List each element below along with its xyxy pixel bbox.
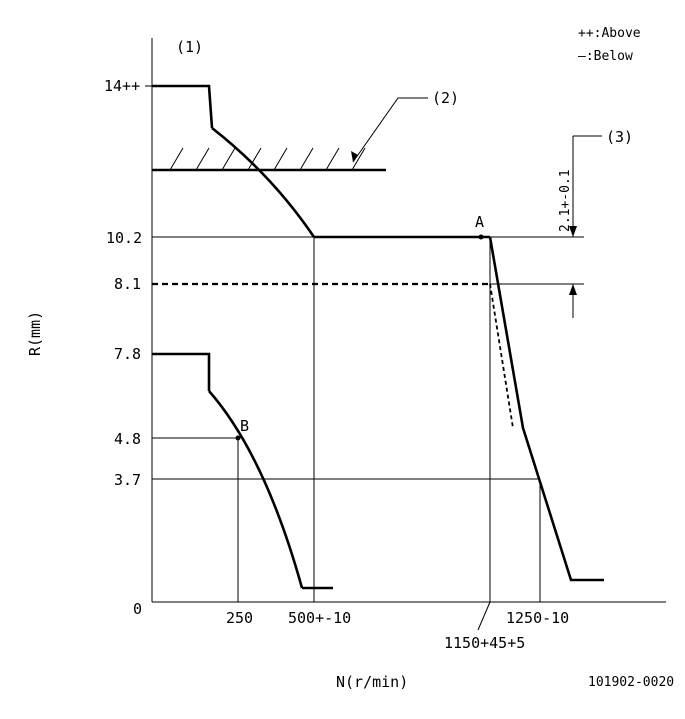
legend-above: ++:Above bbox=[578, 26, 641, 41]
stopper-hatching bbox=[169, 147, 366, 171]
callout-2-leader bbox=[352, 97, 428, 163]
dimension-value: 2.1+-0.1 bbox=[558, 169, 573, 232]
dimension-arrow-up bbox=[569, 284, 577, 295]
x-tick-1150-leader bbox=[477, 601, 491, 631]
y-tick-3-7: 3.7 bbox=[114, 471, 141, 489]
idle-curve-droop bbox=[208, 390, 304, 589]
callout-3: (3) bbox=[606, 128, 633, 146]
figure-id: 101902-0020 bbox=[588, 675, 674, 690]
x-axis-label: N(r/min) bbox=[336, 673, 408, 691]
callout-2-arrowhead bbox=[351, 151, 358, 162]
x-tick-500: 500+-10 bbox=[288, 609, 351, 627]
x-tick-250: 250 bbox=[226, 609, 253, 627]
idle-curve-top bbox=[152, 352, 211, 391]
y-tick-8-1: 8.1 bbox=[114, 275, 141, 293]
y-tick-4-8: 4.8 bbox=[114, 430, 141, 448]
callout-1: (1) bbox=[176, 38, 203, 56]
full-load-curve-top bbox=[152, 84, 214, 129]
y-tick-14: 14++ bbox=[104, 77, 140, 95]
point-b-label: B bbox=[240, 417, 249, 435]
origin-label: 0 bbox=[133, 600, 142, 618]
y-tick-7-8: 7.8 bbox=[114, 345, 141, 363]
callout-2: (2) bbox=[432, 89, 459, 107]
y-tick-10-2: 10.2 bbox=[106, 229, 142, 247]
dashed-cutoff-line bbox=[489, 283, 514, 429]
legend-below: —:Below bbox=[578, 49, 633, 64]
dimension-arrow-down bbox=[569, 226, 577, 237]
y-axis-label: R(mm) bbox=[26, 311, 44, 356]
governor-cutoff-line bbox=[488, 236, 604, 582]
full-load-curve-droop bbox=[211, 126, 316, 238]
x-tick-1150: 1150+45+5 bbox=[444, 634, 525, 652]
point-a-label: A bbox=[475, 213, 484, 231]
x-tick-1250: 1250-10 bbox=[506, 609, 569, 627]
